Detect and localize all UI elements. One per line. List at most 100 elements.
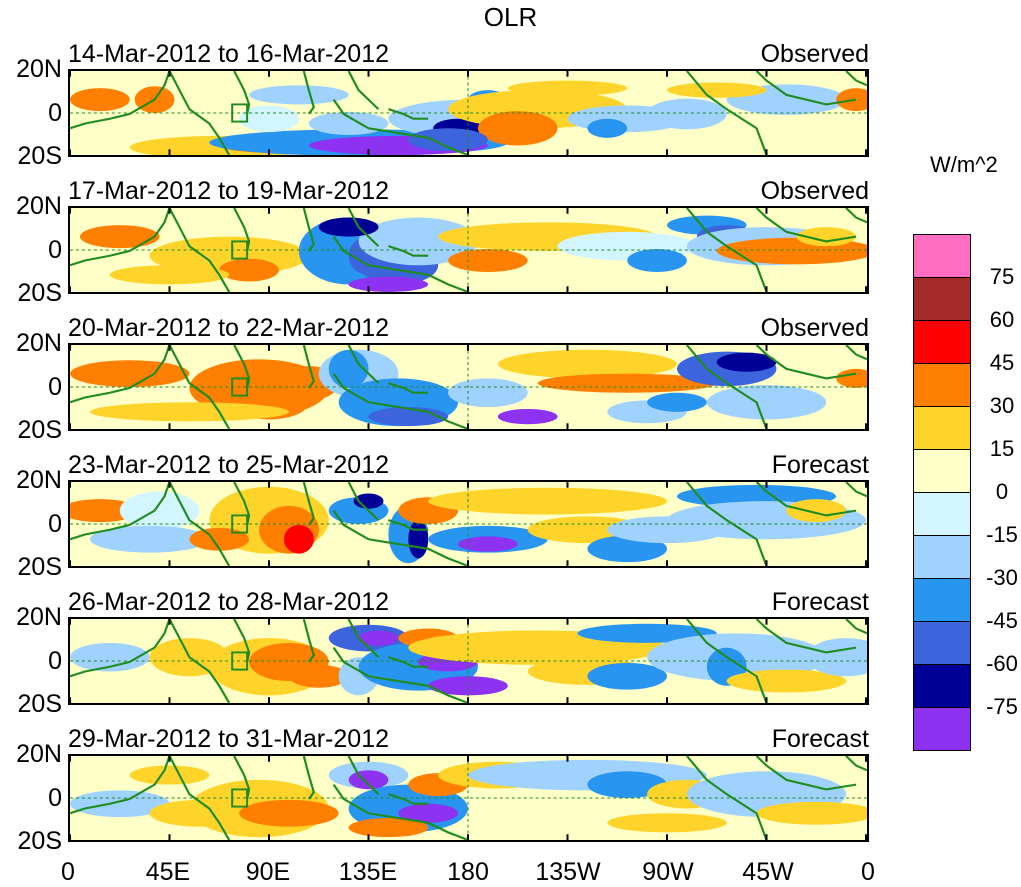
colorbar-swatch	[913, 234, 971, 278]
colorbar-label: -15	[986, 522, 1018, 547]
panel-date-range: 20-Mar-2012 to 22-Mar-2012	[68, 314, 389, 342]
longitude-label: 135W	[535, 858, 601, 886]
latitude-label: 20S	[17, 142, 62, 170]
coastline	[168, 71, 231, 155]
olr-anomaly-contour	[249, 85, 349, 105]
region-box	[231, 240, 249, 260]
olr-anomaly-contour	[706, 385, 827, 420]
latitude-label: 0	[48, 373, 62, 401]
latitude-label: 20S	[17, 416, 62, 444]
latitude-label: 20S	[17, 690, 62, 718]
olr-anomaly-contour	[70, 642, 150, 672]
olr-anomaly-contour	[70, 790, 170, 818]
olr-anomaly-contour	[786, 499, 847, 523]
colorbar-swatch	[913, 664, 971, 708]
latitude-label: 20N	[16, 740, 62, 768]
olr-anomaly-contour	[587, 662, 668, 690]
colorbar	[913, 234, 971, 751]
panel-kind-label: Forecast	[771, 588, 869, 616]
coastline	[332, 236, 469, 292]
olr-anomaly-contour	[448, 249, 528, 272]
colorbar-label: -75	[986, 694, 1018, 719]
longitude-label: 0	[861, 858, 875, 886]
colorbar-label: 30	[989, 393, 1015, 418]
latitude-label: 20N	[16, 192, 62, 220]
olr-anomaly-contour	[577, 623, 717, 643]
panel-date-range: 29-Mar-2012 to 31-Mar-2012	[68, 725, 389, 753]
coastline	[168, 208, 231, 292]
longitude-label: 45W	[742, 858, 794, 886]
coastline	[755, 345, 857, 380]
olr-anomaly-contour	[428, 487, 668, 515]
olr-map-panel	[68, 343, 869, 431]
coastline	[755, 619, 857, 654]
colorbar-swatch	[913, 277, 971, 321]
coastline	[168, 482, 231, 566]
coastline	[686, 756, 768, 840]
olr-anomaly-contour	[607, 813, 727, 833]
coastline	[845, 345, 867, 361]
olr-anomaly-contour	[219, 258, 279, 282]
olr-anomaly-field	[70, 71, 867, 155]
coastline	[302, 756, 315, 800]
colorbar-swatch	[913, 363, 971, 407]
colorbar-swatch	[913, 320, 971, 364]
olr-anomaly-contour	[587, 771, 668, 798]
coastline	[388, 245, 429, 257]
olr-anomaly-contour	[308, 112, 389, 135]
longitude-label: 90W	[642, 858, 694, 886]
coastline	[347, 71, 380, 110]
olr-anomaly-contour	[288, 664, 349, 688]
coastline	[388, 793, 429, 805]
colorbar-units: W/m^2	[930, 152, 998, 177]
olr-anomaly-contour	[537, 373, 717, 393]
map-title: OLR	[483, 2, 538, 32]
olr-anomaly-contour	[647, 98, 727, 130]
panel-date-range: 23-Mar-2012 to 25-Mar-2012	[68, 451, 389, 479]
coastline	[302, 208, 315, 252]
olr-anomaly-field	[70, 756, 867, 840]
colorbar-label: 45	[989, 350, 1015, 375]
panel-kind-label: Observed	[760, 177, 869, 205]
olr-anomaly-contour	[796, 227, 857, 247]
panel-date-range: 14-Mar-2012 to 16-Mar-2012	[68, 40, 389, 68]
coastline	[388, 382, 429, 394]
coastline	[686, 482, 768, 566]
panel-date-range: 26-Mar-2012 to 28-Mar-2012	[68, 588, 389, 616]
latitude-label: 20N	[16, 603, 62, 631]
region-box	[231, 514, 249, 534]
olr-anomaly-contour	[109, 265, 230, 285]
coastline	[347, 345, 380, 384]
coastline	[755, 71, 857, 106]
coastline	[347, 482, 380, 521]
coastline	[70, 71, 171, 130]
olr-anomaly-contour	[408, 520, 429, 559]
olr-anomaly-contour	[239, 799, 339, 827]
olr-map-panel	[68, 480, 869, 568]
panel-date-range: 17-Mar-2012 to 19-Mar-2012	[68, 177, 389, 205]
coastline	[755, 756, 857, 791]
olr-anomaly-contour	[756, 801, 867, 825]
olr-anomaly-contour	[497, 408, 558, 425]
coastline	[388, 519, 429, 531]
olr-anomaly-contour	[348, 770, 389, 790]
coastline	[388, 108, 429, 120]
coastline	[70, 208, 171, 267]
olr-anomaly-field	[70, 619, 867, 703]
latitude-label: 20S	[17, 553, 62, 581]
coastline	[388, 656, 429, 668]
olr-anomaly-contour	[129, 765, 210, 785]
coastline	[686, 619, 768, 703]
olr-anomaly-contour	[587, 118, 628, 138]
olr-anomaly-field	[70, 208, 867, 292]
coastline	[70, 482, 171, 541]
coastline	[347, 208, 380, 247]
olr-map-panel	[68, 754, 869, 842]
olr-anomaly-contour	[89, 525, 210, 553]
longitude-label: 45E	[145, 858, 191, 886]
region-box	[231, 651, 249, 671]
coastline	[168, 345, 231, 429]
region-box	[231, 377, 249, 397]
coastline	[302, 345, 315, 389]
coastline	[302, 482, 315, 526]
